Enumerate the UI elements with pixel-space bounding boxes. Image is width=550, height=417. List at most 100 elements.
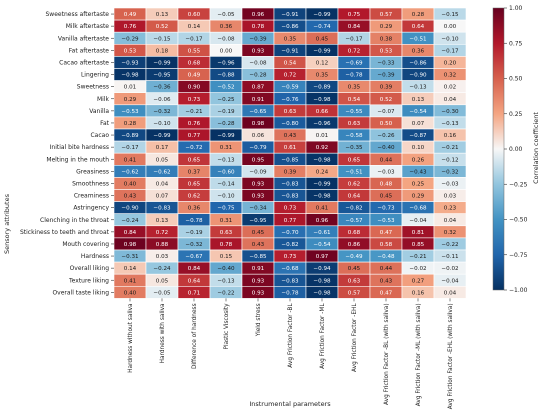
cell-value-label: 0.45	[252, 230, 265, 236]
cell-value-label: 0.98	[124, 242, 137, 248]
cell-value-label: 0.96	[252, 12, 265, 18]
colorbar-tick-label: −0.50	[509, 217, 528, 224]
cell-value-label: 0.27	[412, 278, 425, 284]
row-label: Texture liking	[68, 277, 109, 284]
cell-value-label: −0.95	[249, 218, 267, 224]
cell-value-label: 0.43	[380, 278, 393, 284]
cell-value-label: −0.90	[121, 206, 139, 212]
cell-value-label: 0.16	[444, 133, 457, 139]
cell-value-label: 0.68	[188, 60, 201, 66]
cell-value-label: −0.32	[153, 109, 170, 115]
cell-value-label: 0.37	[188, 169, 201, 175]
row-label: Hardness	[81, 253, 109, 260]
cell-value-label: 0.05	[156, 157, 169, 163]
cell-value-label: −0.17	[185, 36, 203, 42]
cell-value-label: 0.78	[220, 242, 233, 248]
cell-value-label: −0.85	[281, 157, 299, 163]
row-label: Greasiness	[76, 168, 109, 175]
cell-value-label: −0.22	[441, 242, 458, 248]
cell-value-label: 0.66	[316, 109, 329, 115]
cell-value-label: −0.36	[153, 85, 171, 91]
cell-value-label: 0.75	[348, 12, 361, 18]
cell-value-label: −0.89	[313, 85, 331, 91]
row-label: Initial bite hardness	[50, 144, 109, 151]
cell-value-label: −0.51	[345, 169, 363, 175]
row-label: Overall taste liking	[52, 289, 109, 296]
cell-value-label: −0.02	[409, 266, 426, 272]
cell-value-label: −0.04	[409, 218, 427, 224]
cell-value-label: 0.03	[156, 254, 169, 260]
cell-value-label: −0.95	[153, 73, 171, 79]
cell-value-label: −0.57	[345, 218, 363, 224]
cell-value-label: 0.84	[124, 230, 137, 236]
cell-value-label: −0.25	[217, 97, 235, 103]
column-label: Hardness with saliva	[160, 303, 166, 363]
cell-value-label: 0.03	[444, 194, 457, 200]
cell-value-label: 0.25	[412, 181, 425, 187]
cell-value-label: −0.59	[281, 85, 299, 91]
cell-value-label: 0.31	[220, 218, 233, 224]
cell-value-label: 0.73	[188, 97, 201, 103]
row-label: Fat aftertaste	[69, 47, 110, 54]
cell-value-label: 0.49	[124, 12, 137, 18]
cell-value-label: 0.13	[412, 97, 425, 103]
x-axis-label: Instrumental parameters	[249, 400, 331, 408]
cell-value-label: −0.17	[441, 48, 459, 54]
cell-value-label: 0.41	[316, 206, 329, 212]
row-label: Vanilla aftertaste	[58, 35, 109, 42]
cell-value-label: 0.44	[380, 266, 393, 272]
cell-value-label: 0.93	[252, 181, 265, 187]
cell-value-label: −0.52	[217, 85, 234, 91]
cell-value-label: −0.17	[345, 36, 363, 42]
cell-value-label: −0.17	[121, 145, 139, 151]
cell-value-label: 0.98	[252, 121, 265, 127]
cell-value-label: −0.39	[249, 36, 267, 42]
cell-value-label: −0.08	[217, 36, 235, 42]
cell-value-label: −0.15	[441, 12, 459, 18]
cell-value-label: −0.88	[217, 73, 235, 79]
cell-value-label: 0.77	[284, 218, 297, 224]
cell-value-label: −0.29	[121, 36, 139, 42]
cell-value-label: −0.75	[217, 206, 235, 212]
cell-value-label: 0.55	[188, 48, 201, 54]
cell-value-label: −0.54	[409, 109, 427, 115]
cell-value-label: −0.24	[121, 218, 139, 224]
row-label: Clenching in the throat	[40, 217, 110, 224]
cell-value-label: −0.72	[185, 145, 202, 151]
cell-value-label: 0.41	[124, 278, 137, 284]
cell-value-label: −0.19	[217, 109, 235, 115]
cell-value-label: −0.98	[313, 194, 331, 200]
cell-value-label: −0.43	[409, 169, 427, 175]
row-label: Creaminess	[74, 193, 109, 200]
cell-value-label: −0.68	[281, 266, 299, 272]
cell-value-label: −0.24	[153, 266, 171, 272]
cell-value-label: −0.96	[217, 60, 235, 66]
cell-value-label: 0.00	[444, 24, 457, 30]
cell-value-label: 0.29	[412, 194, 425, 200]
cell-value-label: 0.92	[316, 145, 328, 151]
cell-value-label: 0.41	[124, 157, 137, 163]
cell-value-label: 0.64	[188, 278, 201, 284]
cell-value-label: −0.82	[281, 242, 298, 248]
cell-value-label: 0.45	[348, 266, 361, 272]
cell-value-label: −0.99	[153, 60, 171, 66]
cell-value-label: 0.29	[380, 24, 393, 30]
row-label: Fat	[100, 120, 110, 127]
cell-value-label: −0.11	[441, 254, 459, 260]
cell-value-label: 0.72	[348, 48, 360, 54]
cell-value-label: −0.32	[441, 169, 458, 175]
cell-value-label: 0.65	[348, 157, 361, 163]
cell-value-label: 0.26	[412, 157, 425, 163]
cell-value-label: −0.40	[217, 266, 235, 272]
cell-value-label: −0.49	[345, 254, 363, 260]
cell-value-label: −0.78	[345, 73, 363, 79]
cell-value-label: 0.53	[380, 48, 393, 54]
cell-value-label: 0.01	[316, 133, 329, 139]
cell-value-label: 0.36	[412, 48, 425, 54]
cell-value-label: 0.35	[316, 73, 329, 79]
cell-value-label: −0.89	[121, 133, 139, 139]
cell-value-label: −0.13	[409, 85, 427, 91]
cell-value-label: −0.03	[441, 181, 459, 187]
cell-value-label: −0.90	[409, 73, 427, 79]
cell-value-label: −0.78	[185, 218, 203, 224]
